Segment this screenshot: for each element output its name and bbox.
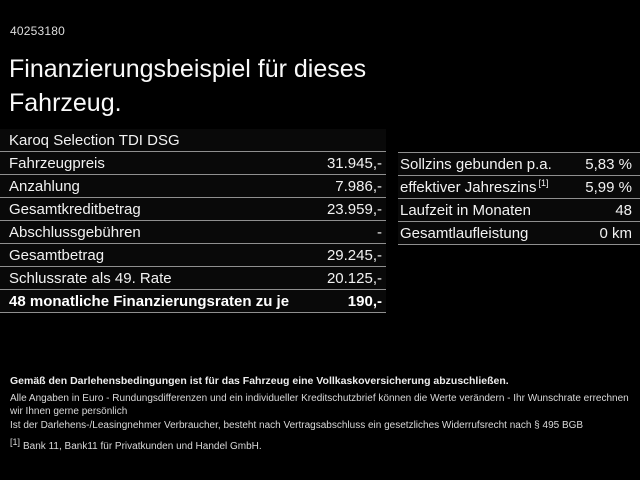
row-label: Laufzeit in Monaten	[400, 201, 531, 219]
row-label: Gesamtlaufleistung	[400, 224, 529, 242]
footnote-reference: [1]	[538, 177, 549, 188]
monthly-rate-row: 48 monatliche Finanzierungsraten zu je 1…	[0, 290, 386, 313]
table-row: Abschlussgebühren -	[0, 221, 386, 244]
row-label: Anzahlung	[9, 177, 80, 195]
row-label: Gesamtkreditbetrag	[9, 200, 141, 218]
table-row: Schlussrate als 49. Rate 20.125,-	[0, 267, 386, 290]
table-row: Gesamtbetrag 29.245,-	[0, 244, 386, 267]
row-value: 7.986,-	[335, 177, 382, 195]
row-value: 190,-	[347, 292, 382, 310]
table-row: effektiver Jahreszins [1] 5,99 %	[398, 176, 640, 199]
footnote-marker: [1]	[10, 436, 21, 447]
row-label: Fahrzeugpreis	[9, 154, 105, 172]
row-value: 31.945,-	[326, 154, 382, 172]
page-title: Finanzierungsbeispiel für dieses Fahrzeu…	[9, 55, 367, 117]
table-row: Laufzeit in Monaten 48	[398, 199, 640, 222]
table-row: Gesamtkreditbetrag 23.959,-	[0, 198, 386, 221]
row-value: 20.125,-	[326, 269, 382, 287]
legal-footer: Gemäß den Darlehensbedingungen ist für d…	[10, 375, 634, 454]
row-value: -	[377, 223, 382, 241]
bank-footnote: [1] Bank 11, Bank11 für Privatkunden und …	[10, 436, 634, 454]
row-value: 5,99 %	[585, 178, 632, 196]
insurance-note: Gemäß den Darlehensbedingungen ist für d…	[10, 375, 509, 387]
offer-id: 40253180	[10, 24, 65, 38]
conditions-table: Sollzins gebunden p.a. 5,83 % effektiver…	[398, 152, 640, 245]
legal-line: Alle Angaben in Euro - Rundungsdifferenz…	[10, 392, 629, 418]
row-value: 48	[615, 201, 632, 219]
row-label: Sollzins gebunden p.a.	[400, 155, 552, 173]
row-label: Schlussrate als 49. Rate	[9, 269, 172, 287]
table-row: Gesamtlaufleistung 0 km	[398, 222, 640, 245]
row-value: 29.245,-	[326, 246, 382, 264]
row-value: 5,83 %	[585, 155, 632, 173]
table-row: Fahrzeugpreis 31.945,-	[0, 152, 386, 175]
footnote-text: Bank 11, Bank11 für Privatkunden und Han…	[23, 441, 262, 452]
row-value: 0 km	[599, 224, 632, 242]
row-label: effektiver Jahreszins [1]	[400, 177, 549, 196]
row-label: Gesamtbetrag	[9, 246, 105, 264]
row-label: Abschlussgebühren	[9, 223, 141, 241]
vehicle-model: Karoq Selection TDI DSG	[9, 131, 180, 149]
row-label: 48 monatliche Finanzierungsraten zu je	[9, 292, 290, 310]
table-row: Sollzins gebunden p.a. 5,83 %	[398, 153, 640, 176]
vehicle-model-row: Karoq Selection TDI DSG	[0, 129, 386, 152]
table-row: Anzahlung 7.986,-	[0, 175, 386, 198]
legal-line: Ist der Darlehens-/Leasingnehmer Verbrau…	[10, 419, 584, 431]
financing-table: Karoq Selection TDI DSG Fahrzeugpreis 31…	[0, 129, 386, 313]
row-value: 23.959,-	[326, 200, 382, 218]
